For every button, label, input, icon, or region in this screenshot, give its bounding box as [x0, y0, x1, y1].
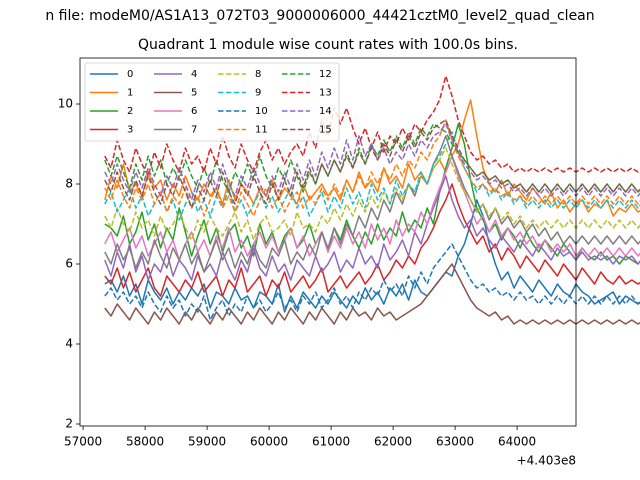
legend-label: 5	[191, 88, 197, 99]
y-tick-label: 4	[65, 337, 73, 351]
legend-entry-5: 5	[154, 88, 197, 99]
x-offset-label: +4.403e8	[517, 454, 576, 468]
legend-frame	[84, 62, 340, 142]
legend-entry-4: 4	[154, 69, 197, 80]
legend-entry-7: 7	[154, 125, 197, 136]
series-line-8	[104, 147, 640, 241]
legend-label: 0	[127, 69, 133, 80]
axes: 57000 58000 59000 60000 61000 62000 63000 64000…	[58, 97, 536, 449]
series-line-3	[104, 183, 640, 297]
series-line-10	[104, 243, 640, 321]
legend-label: 6	[191, 106, 197, 117]
legend-entry-13: 13	[282, 88, 332, 99]
series-line-11	[104, 119, 640, 217]
series-line-14	[104, 123, 640, 201]
legend-entry-11: 11	[218, 125, 268, 136]
chart-title: Quadrant 1 module wise count rates with …	[138, 37, 518, 53]
legend-label: 1	[127, 88, 133, 99]
legend-label: 13	[319, 88, 332, 99]
legend-label: 7	[191, 125, 197, 136]
legend-entry-8: 8	[218, 69, 261, 80]
legend-label: 8	[255, 69, 261, 80]
legend-entry-0: 0	[90, 69, 133, 80]
x-tick-label: 60000	[250, 435, 288, 449]
series-line-4	[104, 175, 640, 281]
y-tick-label: 2	[65, 417, 73, 431]
series-line-7	[104, 135, 640, 273]
legend-entry-12: 12	[282, 69, 332, 80]
legend-label: 2	[127, 106, 133, 117]
x-tick-label: 58000	[126, 435, 164, 449]
x-tick-label: 63000	[436, 435, 474, 449]
series-line-5	[104, 263, 640, 325]
series-line-12	[104, 123, 640, 193]
series-layer	[104, 75, 640, 325]
legend-label: 15	[319, 125, 332, 136]
plot-frame	[79, 57, 577, 427]
legend-entry-3: 3	[90, 125, 133, 136]
x-tick-label: 61000	[312, 435, 350, 449]
legend-label: 4	[191, 69, 197, 80]
series-line-15	[104, 119, 640, 209]
x-tick-label: 64000	[498, 435, 536, 449]
y-tick-label: 8	[65, 177, 73, 191]
legend-entry-6: 6	[154, 106, 197, 117]
legend-entry-1: 1	[90, 88, 133, 99]
legend-entry-9: 9	[218, 88, 261, 99]
legend-entry-2: 2	[90, 106, 133, 117]
x-tick-label: 57000	[64, 435, 102, 449]
legend-label: 9	[255, 88, 261, 99]
figure-suptitle: n file: modeM0/AS1A13_072T03_9000006000_…	[45, 8, 594, 24]
x-tick-label: 62000	[374, 435, 412, 449]
legend-entry-15: 15	[282, 125, 332, 136]
legend-entry-14: 14	[282, 106, 332, 117]
y-tick-label: 10	[58, 97, 73, 111]
legend-entry-10: 10	[218, 106, 268, 117]
series-line-0	[104, 199, 640, 313]
series-line-6	[104, 155, 640, 261]
legend-label: 3	[127, 125, 133, 136]
x-tick-label: 59000	[188, 435, 226, 449]
legend-label: 12	[319, 69, 332, 80]
y-tick-label: 6	[65, 257, 73, 271]
legend-label: 14	[319, 106, 332, 117]
series-line-13	[104, 75, 640, 177]
legend-label: 11	[255, 125, 268, 136]
legend-label: 10	[255, 106, 268, 117]
